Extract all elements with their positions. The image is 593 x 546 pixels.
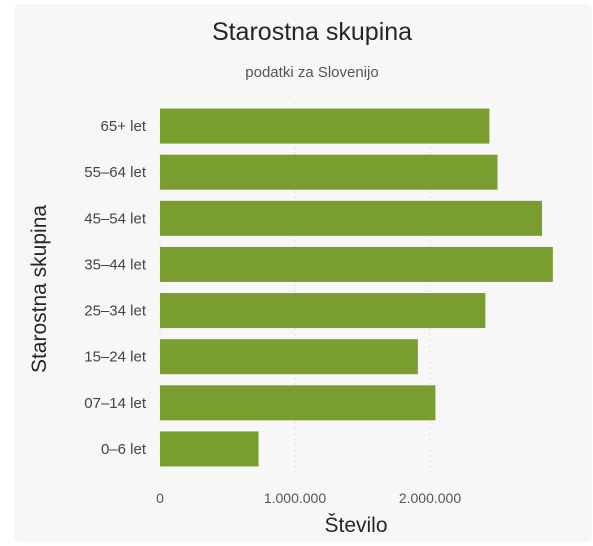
chart-subtitle: podatki za Slovenijo <box>245 64 378 81</box>
bar[interactable] <box>160 154 498 190</box>
bar[interactable] <box>160 108 490 144</box>
bar[interactable] <box>160 385 436 421</box>
bar[interactable] <box>160 431 259 467</box>
bars <box>160 108 553 467</box>
x-axis-title: Število <box>324 514 387 537</box>
category-label: 15–24 let <box>84 349 147 366</box>
category-label: 45–54 let <box>84 210 147 227</box>
x-tick-label: 2.000.000 <box>399 490 461 506</box>
category-label: 65+ let <box>101 118 147 135</box>
x-tick-label: 0 <box>156 490 164 506</box>
chart-title: Starostna skupina <box>212 18 412 46</box>
x-tick-labels: 0 1.000.000 2.000.000 <box>156 490 461 506</box>
category-label: 0–6 let <box>101 441 147 458</box>
category-labels: 65+ let 55–64 let 45–54 let 35–44 let 25–34 … <box>84 118 147 458</box>
bar[interactable] <box>160 200 543 236</box>
bar[interactable] <box>160 339 418 375</box>
bar[interactable] <box>160 293 486 329</box>
bar[interactable] <box>160 246 553 282</box>
category-label: 07–14 let <box>84 395 147 412</box>
category-label: 35–44 let <box>84 256 147 273</box>
category-label: 25–34 let <box>84 303 147 320</box>
x-tick-label: 1.000.000 <box>264 490 326 506</box>
category-label: 55–64 let <box>84 164 147 181</box>
y-axis-title: Starostna skupina <box>28 205 51 373</box>
